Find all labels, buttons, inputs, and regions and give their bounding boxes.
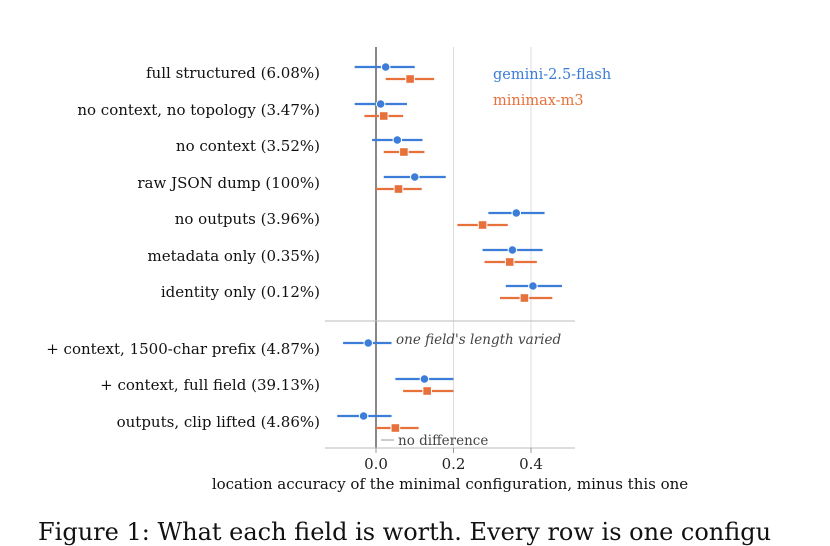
legend: gemini-2.5-flash minimax-m3 [493,67,611,109]
point-0-3 [409,172,420,182]
row-label-0: full structured (6.08%) [146,64,320,82]
row-label-7: + context, 1500-char prefix (4.87%) [46,340,320,358]
reference-line [375,47,394,448]
row-labels: full structured (6.08%) no context, no to… [46,64,320,431]
point-0-9 [358,411,369,421]
legend-entry-0: gemini-2.5-flash [493,67,611,83]
point-0-7 [363,338,374,348]
axes [325,320,575,449]
point-0-6 [528,281,538,291]
grid-lines [453,47,532,448]
point-0-2 [392,135,403,145]
point-0-5 [507,245,518,255]
x-tick-label-1: 0.2 [442,455,466,473]
point-1-0 [405,74,415,84]
legend-entry-1: minimax-m3 [493,93,584,109]
point-0-1 [375,99,386,109]
point-1-1 [378,111,389,121]
point-1-8 [422,386,432,396]
row-label-8: + context, full field (39.13%) [100,376,320,394]
point-1-2 [399,147,409,157]
row-label-5: metadata only (0.35%) [148,247,320,265]
x-tick-label-2: 0.4 [519,455,543,473]
point-1-9 [390,423,401,433]
row-label-2: no context (3.52%) [176,137,320,155]
row-label-9: outputs, clip lifted (4.86%) [117,413,320,431]
row-label-6: identity only (0.12%) [161,283,320,301]
point-1-5 [504,257,515,267]
group-annotation: one field's length varied [396,332,561,348]
figure-caption: Figure 1: What each field is worth. Ever… [38,518,772,546]
x-axis-title: location accuracy of the minimal configu… [212,475,688,493]
point-1-6 [519,293,530,303]
point-0-0 [380,62,391,72]
point-1-4 [477,220,488,230]
chart: full structured (6.08%) no context, no to… [46,47,688,493]
reference-line-label: no difference [398,433,488,449]
row-label-3: raw JSON dump (100%) [137,174,320,192]
point-1-3 [393,184,404,194]
row-label-4: no outputs (3.96%) [175,210,320,228]
data-marks [337,62,562,433]
point-0-4 [511,208,522,218]
row-label-1: no context, no topology (3.47%) [77,101,320,119]
x-tick-label-0: 0.0 [364,455,388,473]
point-0-8 [419,374,430,384]
x-ticks: 0.0 0.2 0.4 [364,448,543,473]
